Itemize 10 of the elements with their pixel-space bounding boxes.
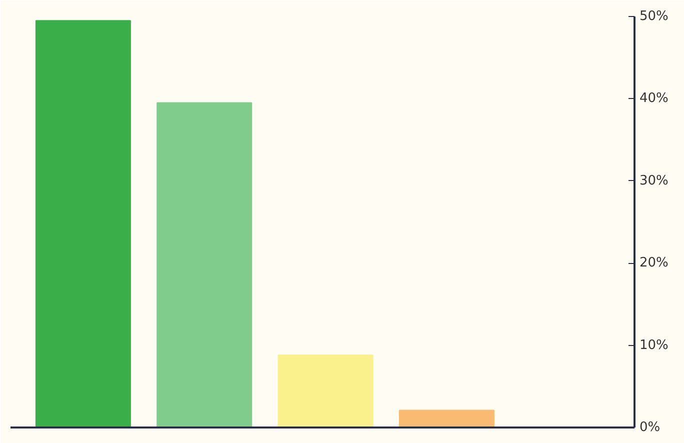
y-tick-label: 30%: [640, 173, 668, 188]
y-tick-label: 40%: [640, 91, 668, 106]
y-tick-label: 50%: [640, 9, 668, 24]
y-tick-label: 0%: [640, 420, 660, 435]
bar: [278, 354, 374, 428]
bar: [156, 102, 252, 428]
y-tick-label: 10%: [640, 338, 668, 353]
bar: [35, 20, 131, 428]
bar: [398, 410, 494, 428]
y-tick-label: 20%: [640, 256, 668, 271]
